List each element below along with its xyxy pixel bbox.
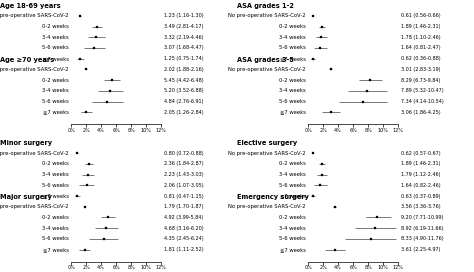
Text: 5-6 weeks: 5-6 weeks	[279, 236, 306, 242]
Text: 3.49 (2.81-4.17): 3.49 (2.81-4.17)	[164, 24, 203, 29]
Text: 1.64 (0.82-2.46): 1.64 (0.82-2.46)	[401, 183, 440, 188]
Text: 3.61 (2.25-4.97): 3.61 (2.25-4.97)	[401, 247, 440, 252]
Text: 5-6 weeks: 5-6 weeks	[42, 45, 69, 51]
Text: 0-2 weeks: 0-2 weeks	[42, 215, 69, 220]
Text: 3-4 weeks: 3-4 weeks	[42, 172, 69, 177]
Text: 3-4 weeks: 3-4 weeks	[42, 88, 69, 93]
Text: Minor surgery: Minor surgery	[0, 140, 52, 146]
Text: 0.62 (0.36-0.88): 0.62 (0.36-0.88)	[401, 56, 440, 61]
Text: 4.92 (3.99-5.84): 4.92 (3.99-5.84)	[164, 215, 203, 220]
Text: Emergency surgery: Emergency surgery	[237, 194, 309, 200]
Text: 4.84 (2.76-6.91): 4.84 (2.76-6.91)	[164, 99, 203, 104]
Text: 5.20 (3.52-6.88): 5.20 (3.52-6.88)	[164, 88, 203, 93]
Text: Elective surgery: Elective surgery	[237, 140, 297, 146]
Text: No pre-operative SARS-CoV-2: No pre-operative SARS-CoV-2	[228, 67, 306, 72]
Text: 0.81 (0.47-1.15): 0.81 (0.47-1.15)	[164, 193, 203, 199]
Text: 1.25 (0.75-1.74): 1.25 (0.75-1.74)	[164, 56, 203, 61]
Text: 5-6 weeks: 5-6 weeks	[42, 183, 69, 188]
Text: 1.79 (1.12-2.46): 1.79 (1.12-2.46)	[401, 172, 440, 177]
Text: 3.07 (1.68-4.47): 3.07 (1.68-4.47)	[164, 45, 203, 51]
Text: ≧7 weeks: ≧7 weeks	[43, 247, 69, 252]
Text: 5-6 weeks: 5-6 weeks	[279, 45, 306, 51]
Text: 3-4 weeks: 3-4 weeks	[42, 226, 69, 231]
Text: 1.89 (1.46-2.31): 1.89 (1.46-2.31)	[401, 24, 440, 29]
Text: 0.62 (0.57-0.67): 0.62 (0.57-0.67)	[401, 151, 440, 156]
Text: 5.45 (4.42-6.48): 5.45 (4.42-6.48)	[164, 78, 203, 83]
Text: 8.33 (4.90-11.76): 8.33 (4.90-11.76)	[401, 236, 443, 242]
Text: 2.02 (1.88-2.16): 2.02 (1.88-2.16)	[164, 67, 203, 72]
Text: ≧7 weeks: ≧7 weeks	[280, 193, 306, 199]
Text: 9.20 (7.71-10.99): 9.20 (7.71-10.99)	[401, 215, 443, 220]
Text: 0-2 weeks: 0-2 weeks	[279, 215, 306, 220]
Text: No pre-operative SARS-CoV-2: No pre-operative SARS-CoV-2	[228, 13, 306, 18]
Text: Age 18-69 years: Age 18-69 years	[0, 3, 61, 9]
Text: No pre-operative SARS-CoV-2: No pre-operative SARS-CoV-2	[0, 13, 69, 18]
Text: 1.78 (1.10-2.46): 1.78 (1.10-2.46)	[401, 35, 440, 40]
Text: No pre-operative SARS-CoV-2: No pre-operative SARS-CoV-2	[0, 67, 69, 72]
Text: 3.01 (2.83-3.19): 3.01 (2.83-3.19)	[401, 67, 440, 72]
Text: 4.68 (3.16-6.20): 4.68 (3.16-6.20)	[164, 226, 203, 231]
Text: ASA grades 3-5: ASA grades 3-5	[237, 57, 294, 63]
Text: 0-2 weeks: 0-2 weeks	[42, 24, 69, 29]
Text: 3.56 (3.36-3.76): 3.56 (3.36-3.76)	[401, 204, 440, 209]
Text: 7.34 (4.14-10.54): 7.34 (4.14-10.54)	[401, 99, 443, 104]
Text: 3-4 weeks: 3-4 weeks	[279, 88, 306, 93]
Text: 2.05 (1.26-2.84): 2.05 (1.26-2.84)	[164, 110, 203, 115]
Text: 3-4 weeks: 3-4 weeks	[279, 226, 306, 231]
Text: 0.80 (0.72-0.88): 0.80 (0.72-0.88)	[164, 151, 203, 156]
Text: Major surgery: Major surgery	[0, 194, 52, 200]
Text: 2.36 (1.84-2.87): 2.36 (1.84-2.87)	[164, 161, 203, 166]
Text: 2.23 (1.43-3.03): 2.23 (1.43-3.03)	[164, 172, 203, 177]
Text: 0-2 weeks: 0-2 weeks	[279, 78, 306, 83]
Text: 8.92 (6.19-11.66): 8.92 (6.19-11.66)	[401, 226, 443, 231]
Text: 5-6 weeks: 5-6 weeks	[42, 99, 69, 104]
Text: ≧7 weeks: ≧7 weeks	[280, 110, 306, 115]
Text: 3.32 (2.19-4.46): 3.32 (2.19-4.46)	[164, 35, 203, 40]
Text: 7.89 (5.32-10.47): 7.89 (5.32-10.47)	[401, 88, 443, 93]
Text: 3-4 weeks: 3-4 weeks	[42, 35, 69, 40]
Text: 5-6 weeks: 5-6 weeks	[279, 99, 306, 104]
Text: 0-2 weeks: 0-2 weeks	[279, 161, 306, 166]
Text: 4.35 (2.45-6.24): 4.35 (2.45-6.24)	[164, 236, 203, 242]
Text: ≧7 weeks: ≧7 weeks	[43, 56, 69, 61]
Text: ASA grades 1-2: ASA grades 1-2	[237, 3, 294, 9]
Text: 5-6 weeks: 5-6 weeks	[42, 236, 69, 242]
Text: 3-4 weeks: 3-4 weeks	[279, 35, 306, 40]
Text: 0.61 (0.56-0.66): 0.61 (0.56-0.66)	[401, 13, 440, 18]
Text: 0-2 weeks: 0-2 weeks	[279, 24, 306, 29]
Text: 1.64 (0.81-2.47): 1.64 (0.81-2.47)	[401, 45, 440, 51]
Text: ≧7 weeks: ≧7 weeks	[43, 110, 69, 115]
Text: No pre-operative SARS-CoV-2: No pre-operative SARS-CoV-2	[228, 204, 306, 209]
Text: 3-4 weeks: 3-4 weeks	[279, 172, 306, 177]
Text: 3.06 (1.86-4.25): 3.06 (1.86-4.25)	[401, 110, 440, 115]
Text: ≧7 weeks: ≧7 weeks	[280, 56, 306, 61]
Text: Age ≥70 years: Age ≥70 years	[0, 57, 54, 63]
Text: ≧7 weeks: ≧7 weeks	[280, 247, 306, 252]
Text: ≧7 weeks: ≧7 weeks	[43, 193, 69, 199]
Text: 2.06 (1.07-3.05): 2.06 (1.07-3.05)	[164, 183, 203, 188]
Text: 5-6 weeks: 5-6 weeks	[279, 183, 306, 188]
Text: 0.63 (0.37-0.89): 0.63 (0.37-0.89)	[401, 193, 440, 199]
Text: 1.23 (1.16-1.30): 1.23 (1.16-1.30)	[164, 13, 203, 18]
Text: 8.29 (6.73-9.84): 8.29 (6.73-9.84)	[401, 78, 440, 83]
Text: 0-2 weeks: 0-2 weeks	[42, 161, 69, 166]
Text: 1.89 (1.46-2.31): 1.89 (1.46-2.31)	[401, 161, 440, 166]
Text: No pre-operative SARS-CoV-2: No pre-operative SARS-CoV-2	[0, 204, 69, 209]
Text: No pre-operative SARS-CoV-2: No pre-operative SARS-CoV-2	[0, 151, 69, 156]
Text: 1.81 (1.11-2.52): 1.81 (1.11-2.52)	[164, 247, 203, 252]
Text: 1.79 (1.70-1.87): 1.79 (1.70-1.87)	[164, 204, 203, 209]
Text: No pre-operative SARS-CoV-2: No pre-operative SARS-CoV-2	[228, 151, 306, 156]
Text: 0-2 weeks: 0-2 weeks	[42, 78, 69, 83]
